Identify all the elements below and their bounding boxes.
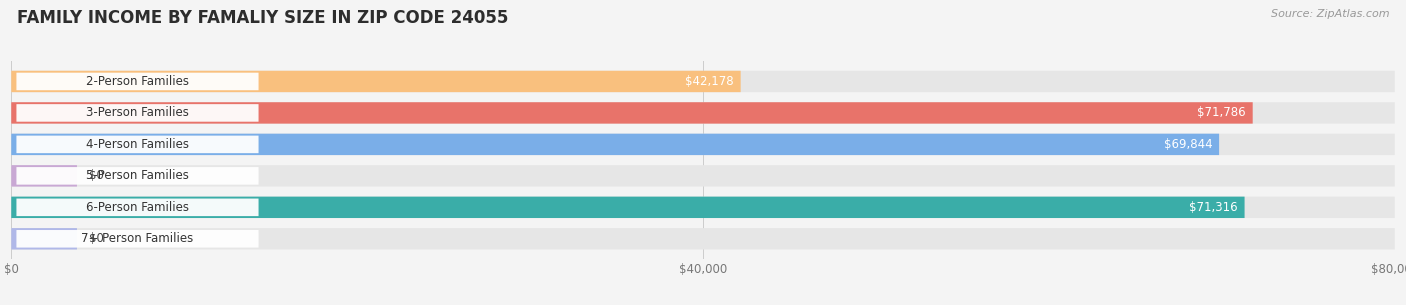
FancyBboxPatch shape	[17, 104, 259, 122]
FancyBboxPatch shape	[11, 71, 1395, 92]
Text: FAMILY INCOME BY FAMALIY SIZE IN ZIP CODE 24055: FAMILY INCOME BY FAMALIY SIZE IN ZIP COD…	[17, 9, 508, 27]
Text: $71,786: $71,786	[1197, 106, 1246, 120]
FancyBboxPatch shape	[11, 165, 1395, 187]
Text: 3-Person Families: 3-Person Families	[86, 106, 188, 120]
Text: Source: ZipAtlas.com: Source: ZipAtlas.com	[1271, 9, 1389, 19]
Text: 6-Person Families: 6-Person Families	[86, 201, 188, 214]
FancyBboxPatch shape	[17, 230, 259, 248]
FancyBboxPatch shape	[11, 102, 1395, 124]
Text: 7+ Person Families: 7+ Person Families	[82, 232, 194, 245]
FancyBboxPatch shape	[17, 73, 259, 90]
FancyBboxPatch shape	[11, 228, 77, 249]
FancyBboxPatch shape	[17, 136, 259, 153]
Text: 4-Person Families: 4-Person Families	[86, 138, 188, 151]
FancyBboxPatch shape	[11, 71, 741, 92]
Text: $69,844: $69,844	[1164, 138, 1212, 151]
FancyBboxPatch shape	[17, 199, 259, 216]
Text: $71,316: $71,316	[1189, 201, 1237, 214]
FancyBboxPatch shape	[11, 197, 1395, 218]
FancyBboxPatch shape	[11, 102, 1253, 124]
FancyBboxPatch shape	[11, 197, 1244, 218]
FancyBboxPatch shape	[11, 228, 1395, 249]
Text: 2-Person Families: 2-Person Families	[86, 75, 188, 88]
Text: $0: $0	[89, 232, 104, 245]
FancyBboxPatch shape	[11, 134, 1395, 155]
FancyBboxPatch shape	[11, 134, 1219, 155]
Text: $0: $0	[89, 169, 104, 182]
Text: 5-Person Families: 5-Person Families	[86, 169, 188, 182]
Text: $42,178: $42,178	[685, 75, 734, 88]
FancyBboxPatch shape	[17, 167, 259, 185]
FancyBboxPatch shape	[11, 165, 77, 187]
